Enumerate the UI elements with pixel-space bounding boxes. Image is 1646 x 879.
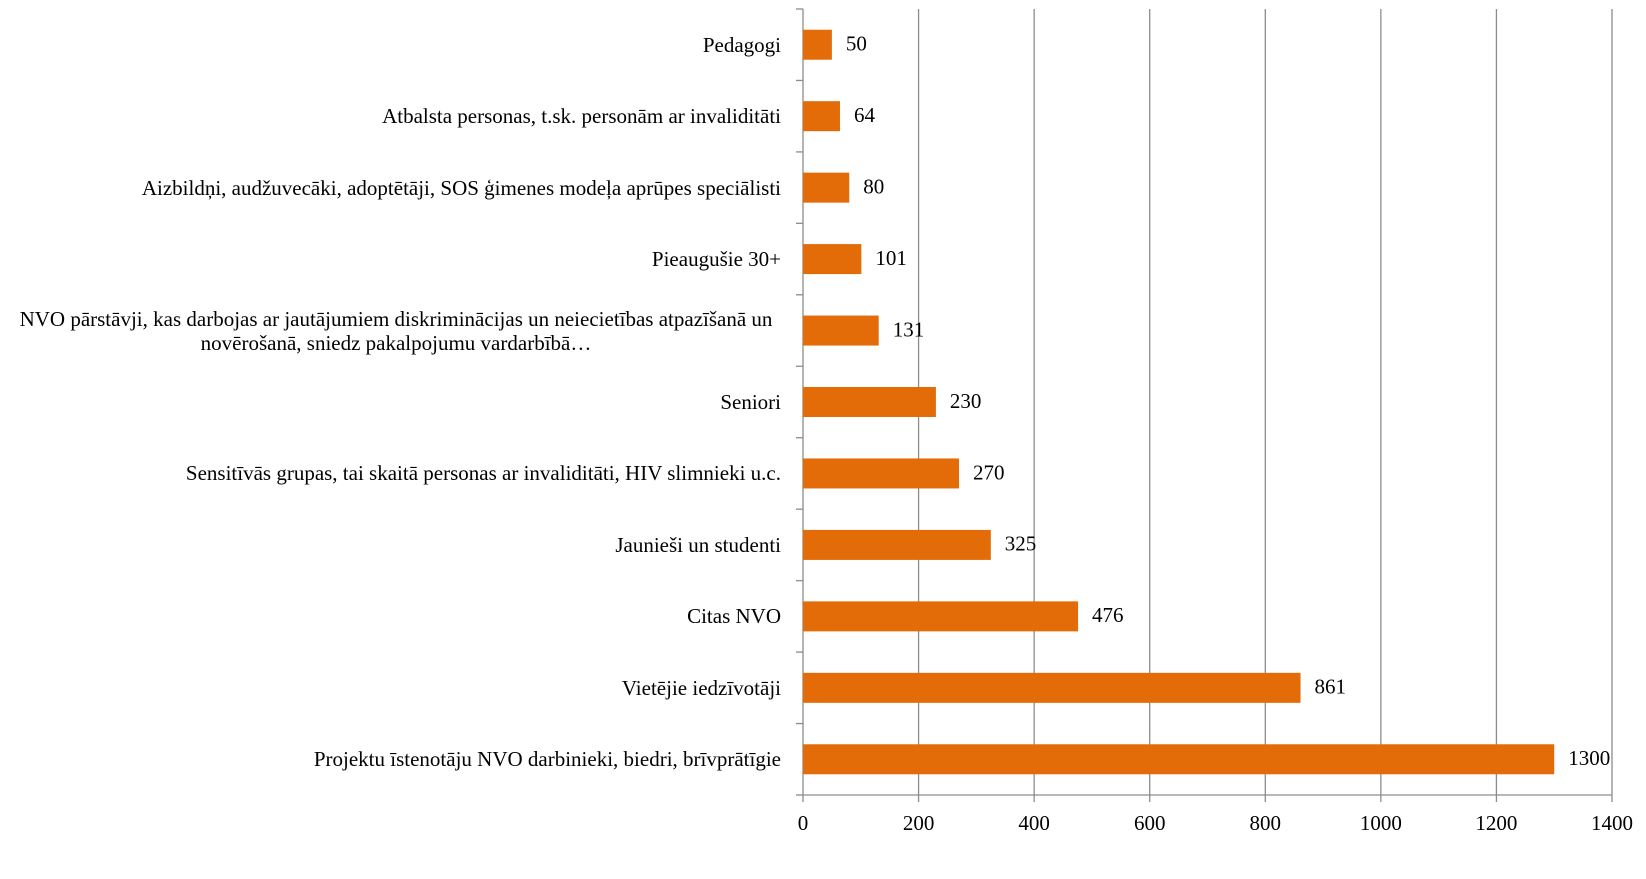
bar	[803, 601, 1079, 632]
data-label: 230	[950, 389, 982, 413]
y-tick-label: Pieaugušie 30+	[651, 247, 781, 272]
x-tick-label: 1400	[1591, 811, 1633, 835]
data-label: 50	[846, 32, 867, 56]
x-tick-label: 800	[1250, 811, 1282, 835]
data-label: 1300	[1568, 746, 1610, 770]
y-tick-label: Vietējie iedzīvotāji	[621, 675, 781, 700]
bar	[803, 244, 862, 275]
bar	[803, 315, 879, 346]
category-label-box: Seniori	[0, 390, 781, 414]
y-tick-label: Pedagogi	[702, 32, 781, 57]
x-tick-label: 600	[1134, 811, 1166, 835]
bar	[803, 672, 1301, 703]
bar	[803, 101, 840, 132]
data-label: 131	[893, 317, 925, 341]
category-label-box: Jaunieši un studenti	[0, 533, 781, 557]
data-label: 80	[863, 174, 884, 198]
bar	[803, 387, 936, 417]
y-tick-label: Jaunieši un studenti	[615, 532, 781, 557]
x-tick-label: 0	[798, 811, 809, 835]
data-label: 861	[1315, 675, 1347, 699]
category-label-box: Projektu īstenotāju NVO darbinieki, bied…	[0, 747, 781, 771]
category-label-box: Vietējie iedzīvotāji	[0, 676, 781, 700]
y-tick-label: Seniori	[720, 390, 781, 414]
data-label: 64	[854, 103, 876, 127]
category-label-box: Atbalsta personas, t.sk. personām ar inv…	[0, 104, 781, 128]
category-label-box: NVO pārstāvji, kas darbojas ar jautājumi…	[0, 307, 781, 355]
x-tick-label: 400	[1018, 811, 1050, 835]
bar	[803, 744, 1555, 775]
x-tick-label: 200	[903, 811, 935, 835]
bar	[803, 29, 832, 60]
category-label-box: Sensitīvās grupas, tai skaitā personas a…	[0, 461, 781, 485]
data-label: 325	[1005, 532, 1037, 556]
bar	[803, 458, 960, 489]
y-tick-label: Citas NVO	[687, 604, 781, 629]
y-tick-label: NVO pārstāvji, kas darbojas ar jautājumi…	[19, 306, 773, 355]
data-label: 476	[1092, 603, 1124, 627]
category-label-box: Citas NVO	[0, 604, 781, 628]
bar	[803, 529, 991, 560]
x-tick-label: 1000	[1360, 811, 1402, 835]
category-label-box: Pedagogi	[0, 33, 781, 57]
data-label: 270	[973, 460, 1005, 484]
y-tick-label: Sensitīvās grupas, tai skaitā personas a…	[185, 461, 781, 486]
x-tick-label: 1200	[1475, 811, 1517, 835]
category-label-box: Aizbildņi, audžuvecāki, adoptētāji, SOS …	[0, 176, 781, 200]
category-label-box: Pieaugušie 30+	[0, 247, 781, 271]
y-tick-label: Atbalsta personas, t.sk. personām ar inv…	[382, 104, 781, 129]
y-tick-label: Projektu īstenotāju NVO darbinieki, bied…	[313, 747, 781, 772]
y-tick-label: Aizbildņi, audžuvecāki, adoptētāji, SOS …	[141, 175, 781, 200]
data-label: 101	[875, 246, 907, 270]
bar	[803, 172, 850, 203]
